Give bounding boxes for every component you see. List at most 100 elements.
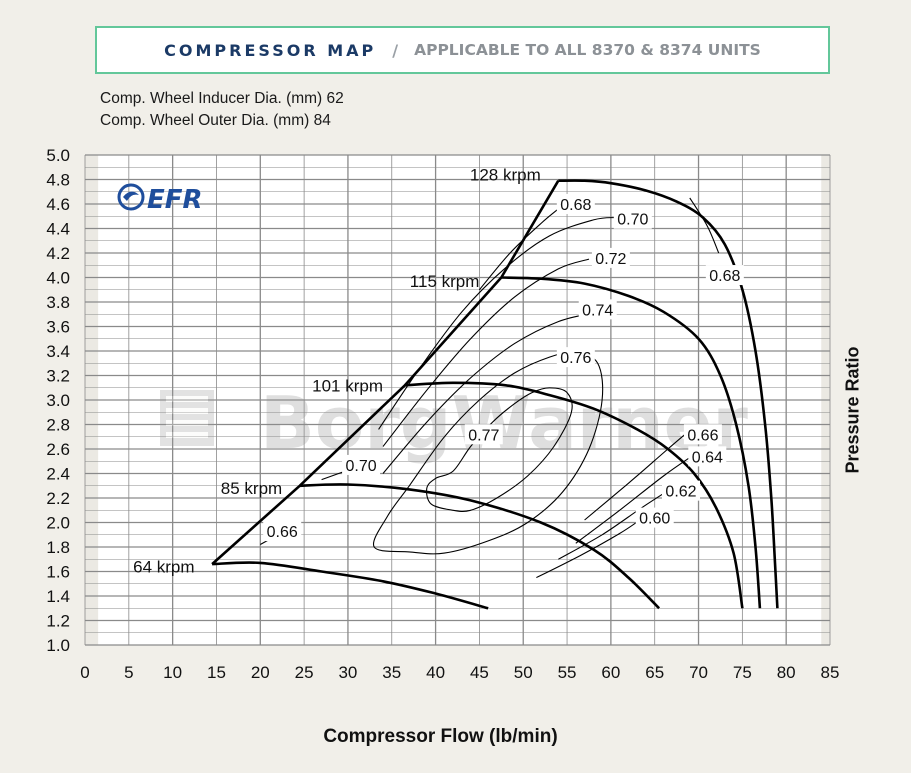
x-tick-label: 75: [733, 663, 752, 682]
efficiency-label: 0.66: [267, 524, 298, 541]
y-tick-label: 3.8: [46, 293, 70, 312]
x-tick-label: 50: [514, 663, 533, 682]
y-tick-label: 2.4: [46, 465, 70, 484]
y-tick-label: 1.2: [46, 612, 70, 631]
x-tick-label: 10: [163, 663, 182, 682]
watermark-text: BorgWarner: [260, 381, 748, 465]
y-tick-label: 4.6: [46, 195, 70, 214]
x-tick-label: 15: [207, 663, 226, 682]
speed-label: 64 krpm: [133, 558, 194, 577]
y-tick-label: 2.8: [46, 416, 70, 435]
spec-outer-diameter: Comp. Wheel Outer Dia. (mm) 84: [100, 112, 331, 129]
efficiency-label-bg: [613, 208, 652, 229]
efr-logo: EFR: [117, 183, 203, 215]
chart-subtitle: APPLICABLE TO ALL 8370 & 8374 UNITS: [414, 41, 761, 59]
efficiency-island: [426, 387, 573, 512]
efficiency-line: [382, 312, 594, 474]
x-tick-label: 35: [382, 663, 401, 682]
efficiency-line: [575, 457, 691, 544]
efficiency-island: [372, 351, 604, 555]
efficiency-label: 0.76: [560, 350, 591, 367]
y-axis-ticks: 1.0 1.2 1.4 1.6 1.8 2.0 2.2 2.4 2.6 2.8 3.0 3.2 3.4 3…: [46, 146, 70, 655]
x-axis-ticks: 0 5 10 15 20 25 30 35 40 45 50 55 60 65 70 75 80 85: [80, 663, 839, 682]
efficiency-label-bg: [342, 454, 381, 475]
y-tick-label: 2.6: [46, 440, 70, 459]
efficiency-islands: [372, 351, 604, 555]
efr-logo-text: EFR: [147, 185, 203, 215]
x-tick-label: 25: [295, 663, 314, 682]
efficiency-label: 0.72: [595, 251, 626, 268]
speed-line: [501, 276, 762, 609]
efficiency-label: 0.70: [617, 212, 648, 229]
x-axis-label: Compressor Flow (lb/min): [323, 726, 558, 747]
x-tick-label: 65: [645, 663, 664, 682]
efficiency-label-bg: [635, 507, 674, 528]
x-tick-label: 5: [124, 663, 133, 682]
efficiency-line: [382, 258, 590, 447]
speed-labels: 64 krpm 85 krpm 101 krpm 115 krpm 128 krpm: [133, 166, 541, 577]
y-tick-label: 4.2: [46, 244, 70, 263]
x-tick-label: 30: [338, 663, 357, 682]
speed-label: 115 krpm: [410, 272, 480, 291]
x-tick-label: 80: [777, 663, 796, 682]
speed-lines: [212, 179, 779, 610]
efficiency-labels: 0.77 0.76 0.74 0.72 0.70 0.70 0.68 0.68 0.66 0.66…: [263, 194, 744, 542]
grid-lines: [84, 154, 831, 646]
efficiency-label-bg: [263, 521, 302, 542]
x-tick-label: 55: [558, 663, 577, 682]
y-tick-label: 1.4: [46, 587, 70, 606]
x-tick-label: 0: [80, 663, 89, 682]
chart-title: COMPRESSOR MAP: [164, 40, 377, 60]
x-tick-label: 60: [601, 663, 620, 682]
efficiency-label-bg: [556, 347, 595, 368]
efficiency-label: 0.66: [687, 427, 718, 444]
y-tick-label: 3.6: [46, 318, 70, 337]
y-tick-label: 4.4: [46, 220, 70, 239]
y-tick-label: 3.2: [46, 367, 70, 386]
speed-line: [212, 561, 489, 610]
speed-line: [558, 179, 779, 609]
efficiency-label-bg: [662, 480, 700, 501]
speed-line: [299, 483, 661, 610]
title-separator: /: [392, 40, 399, 60]
y-tick-label: 3.4: [46, 342, 70, 361]
efficiency-label: 0.68: [560, 197, 591, 214]
efficiency-label-bg: [556, 194, 595, 214]
y-axis-label: Pressure Ratio: [842, 346, 863, 474]
efficiency-label: 0.68: [709, 268, 740, 285]
x-tick-label: 45: [470, 663, 489, 682]
efficiency-label: 0.64: [692, 449, 723, 466]
efficiency-label-bg: [591, 247, 630, 268]
efficiency-label: 0.74: [582, 302, 613, 319]
y-tick-label: 4.8: [46, 171, 70, 190]
speed-label: 101 krpm: [312, 376, 383, 395]
speed-label: 128 krpm: [470, 166, 541, 185]
efficiency-label: 0.70: [346, 458, 377, 475]
efficiency-line: [689, 197, 720, 254]
x-tick-label: 40: [426, 663, 445, 682]
y-tick-label: 3.0: [46, 391, 70, 410]
chart-header: COMPRESSOR MAP / APPLICABLE TO ALL 8370 …: [95, 26, 830, 74]
y-tick-label: 2.2: [46, 489, 70, 508]
spec-inducer-diameter: Comp. Wheel Inducer Dia. (mm) 62: [100, 90, 344, 107]
borgwarner-watermark: BorgWarner: [160, 381, 748, 465]
y-tick-label: 4.0: [46, 269, 70, 288]
efficiency-label: 0.77: [468, 427, 499, 444]
y-tick-label: 1.8: [46, 538, 70, 557]
efficiency-label-bg: [578, 299, 617, 320]
surge-line: [211, 180, 560, 566]
speed-label: 85 krpm: [221, 479, 282, 498]
efficiency-label: 0.62: [665, 484, 696, 501]
efficiency-line: [536, 518, 642, 579]
x-tick-label: 20: [251, 663, 270, 682]
efficiency-label-bg: [683, 424, 722, 445]
y-tick-label: 5.0: [46, 146, 70, 165]
efficiency-line: [558, 491, 667, 560]
speed-line: [404, 381, 744, 609]
x-tick-label: 70: [689, 663, 708, 682]
efficiency-label-bg: [688, 446, 727, 467]
efficiency-label-bg: [464, 424, 503, 445]
efficiency-line: [584, 431, 689, 521]
y-tick-label: 1.0: [46, 636, 70, 655]
